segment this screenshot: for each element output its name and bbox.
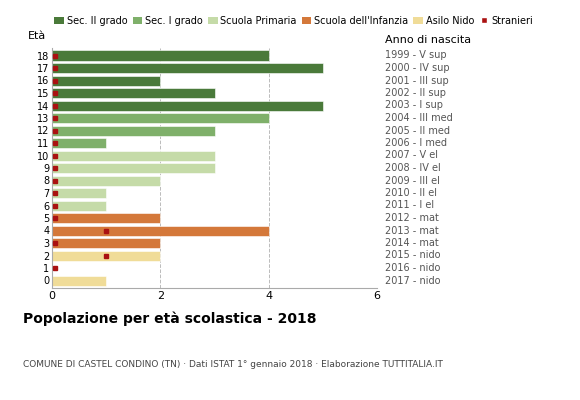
Text: Anno di nascita: Anno di nascita — [385, 35, 471, 45]
Text: 2002 - II sup: 2002 - II sup — [385, 88, 446, 98]
Bar — [52, 50, 269, 60]
Text: 2006 - I med: 2006 - I med — [385, 138, 447, 148]
Bar — [52, 88, 215, 98]
Text: 2010 - II el: 2010 - II el — [385, 188, 437, 198]
Text: 2008 - IV el: 2008 - IV el — [385, 163, 441, 173]
Bar — [52, 163, 215, 173]
Text: COMUNE DI CASTEL CONDINO (TN) · Dati ISTAT 1° gennaio 2018 · Elaborazione TUTTIT: COMUNE DI CASTEL CONDINO (TN) · Dati IST… — [23, 360, 443, 369]
Bar — [52, 250, 161, 260]
Legend: Sec. II grado, Sec. I grado, Scuola Primaria, Scuola dell'Infanzia, Asilo Nido, : Sec. II grado, Sec. I grado, Scuola Prim… — [50, 12, 538, 30]
Text: 2005 - II med: 2005 - II med — [385, 126, 450, 136]
Bar — [52, 213, 161, 223]
Bar — [52, 126, 215, 136]
Bar — [52, 238, 161, 248]
Text: 2004 - III med: 2004 - III med — [385, 113, 452, 123]
Bar — [52, 113, 269, 123]
Text: 1999 - V sup: 1999 - V sup — [385, 50, 447, 60]
Text: 2016 - nido: 2016 - nido — [385, 263, 440, 273]
Text: 2011 - I el: 2011 - I el — [385, 200, 434, 210]
Bar — [52, 100, 323, 110]
Bar — [52, 63, 323, 73]
Bar — [52, 200, 106, 210]
Text: 2009 - III el: 2009 - III el — [385, 176, 440, 186]
Text: 2015 - nido: 2015 - nido — [385, 250, 440, 260]
Text: 2003 - I sup: 2003 - I sup — [385, 100, 443, 110]
Bar — [52, 188, 106, 198]
Text: 2013 - mat: 2013 - mat — [385, 226, 438, 236]
Text: 2012 - mat: 2012 - mat — [385, 213, 438, 223]
Text: 2000 - IV sup: 2000 - IV sup — [385, 63, 450, 73]
Text: Età: Età — [27, 31, 46, 41]
Text: 2001 - III sup: 2001 - III sup — [385, 76, 448, 86]
Bar — [52, 150, 215, 160]
Bar — [52, 138, 106, 148]
Text: 2017 - nido: 2017 - nido — [385, 276, 440, 286]
Bar — [52, 176, 161, 186]
Text: Popolazione per età scolastica - 2018: Popolazione per età scolastica - 2018 — [23, 312, 317, 326]
Text: 2014 - mat: 2014 - mat — [385, 238, 438, 248]
Bar — [52, 76, 161, 86]
Bar — [52, 226, 269, 236]
Bar — [52, 276, 106, 286]
Text: 2007 - V el: 2007 - V el — [385, 150, 438, 160]
